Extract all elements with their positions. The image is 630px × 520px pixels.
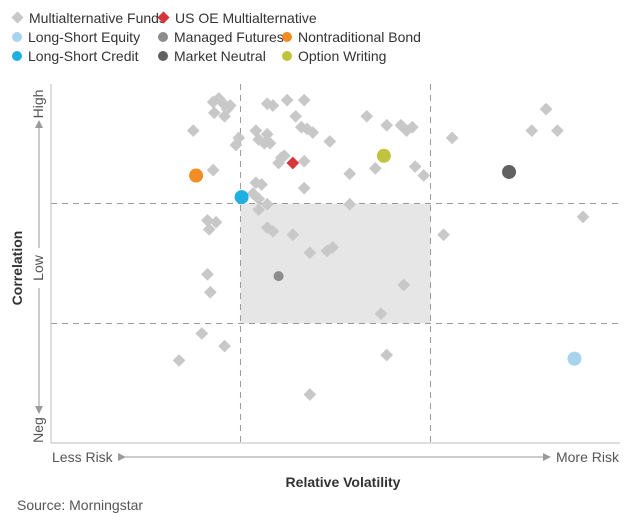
legend-item-managed-futures: Managed Futures — [158, 28, 284, 45]
point-multialternative-funds-diamond — [263, 136, 277, 150]
point-multialternative-funds-diamond — [201, 214, 214, 227]
point-multialternative-funds-diamond — [303, 388, 317, 401]
point-nontraditional-bond — [189, 168, 204, 183]
legend-row-1: Multialternative Funds US OE Multialtern… — [11, 8, 622, 27]
y-axis-title: Correlation — [9, 231, 25, 306]
point-multialternative-funds-diamond — [405, 120, 419, 134]
point-multialternative-funds-diamond — [368, 162, 382, 175]
y-tick-label-high: High — [30, 90, 46, 119]
legend-item-long-short-credit: Long-Short Credit — [12, 48, 158, 64]
legend-row-3: Long-Short Credit Market Neutral Option … — [12, 46, 622, 65]
legend-dot-icon — [12, 50, 22, 61]
legend-item-nontraditional-bond: Nontraditional Bond — [282, 29, 421, 45]
point-multialternative-funds-diamond — [551, 124, 564, 138]
legend-item-multialternative-funds: Multialternative Funds — [11, 10, 166, 26]
point-long-short-credit — [234, 190, 249, 205]
point-multialternative-funds-diamond — [343, 197, 357, 211]
point-multialternative-funds-diamond — [297, 181, 311, 195]
point-multialternative-funds-diamond — [202, 223, 216, 236]
point-multialternative-funds-diamond — [203, 285, 217, 299]
legend-label: Market Neutral — [174, 47, 266, 64]
point-multialternative-funds-diamond — [380, 348, 394, 362]
point-multialternative-funds-diamond — [266, 224, 280, 238]
point-market-neutral — [502, 164, 517, 179]
y-tick-label-neg: Neg — [30, 417, 46, 443]
point-multialternative-funds-diamond — [195, 327, 209, 340]
point-multialternative-funds-diamond — [323, 135, 337, 148]
legend-item-market-neutral: Market Neutral — [158, 48, 282, 64]
legend-dot-icon — [12, 31, 22, 42]
legend: Multialternative Funds US OE Multialtern… — [11, 8, 622, 65]
legend-item-option-writing: Option Writing — [282, 48, 386, 64]
point-multialternative-funds-diamond — [380, 118, 394, 132]
point-multialternative-funds-diamond — [272, 156, 285, 170]
point-multialternative-funds-diamond — [374, 307, 388, 321]
legend-label: Multialternative Funds — [29, 9, 166, 26]
highlight-region — [240, 203, 431, 324]
legend-item-us-oe-multialternative: US OE Multialternative — [157, 10, 317, 26]
legend-label: Managed Futures — [174, 28, 284, 45]
point-multialternative-funds-diamond — [437, 228, 450, 242]
point-multialternative-funds-diamond — [229, 138, 243, 152]
x-tick-label-more-risk: More Risk — [556, 449, 620, 465]
point-multialternative-funds-diamond — [303, 246, 317, 260]
point-multialternative-funds-diamond — [209, 215, 223, 229]
point-long-short-equity — [567, 351, 582, 366]
point-multialternative-funds-diamond — [201, 267, 214, 281]
legend-dot-icon — [282, 50, 292, 61]
point-option-writing — [376, 148, 391, 163]
source-note: Source: Morningstar — [17, 497, 144, 513]
legend-label: US OE Multialternative — [175, 9, 317, 26]
point-multialternative-funds-diamond — [186, 124, 200, 138]
point-multialternative-funds-diamond — [343, 167, 357, 181]
legend-dot-icon — [158, 50, 168, 61]
point-us-oe-multialternative-diamond — [286, 156, 300, 170]
point-multialternative-funds-diamond — [297, 93, 311, 107]
x-tick-label-less-risk: Less Risk — [52, 449, 114, 465]
legend-item-long-short-equity: Long-Short Equity — [12, 29, 158, 45]
point-multialternative-funds-diamond — [300, 122, 314, 136]
legend-label: Option Writing — [298, 47, 387, 64]
point-multialternative-funds-diamond — [417, 169, 431, 182]
point-multialternative-funds-diamond — [206, 163, 220, 177]
x-axis-title: Relative Volatility — [286, 474, 401, 490]
point-multialternative-funds-diamond — [576, 210, 590, 224]
point-multialternative-funds-diamond — [172, 354, 186, 367]
point-multialternative-funds-diamond — [207, 106, 221, 120]
point-multialternative-funds-diamond — [445, 131, 459, 145]
point-multialternative-funds-diamond — [326, 240, 340, 254]
point-multialternative-funds-diamond — [260, 197, 274, 211]
point-multialternative-funds-diamond — [286, 228, 300, 242]
point-multialternative-funds-diamond — [408, 160, 422, 173]
point-multialternative-funds-diamond — [525, 124, 539, 138]
point-multialternative-funds-diamond — [218, 109, 231, 123]
point-multialternative-funds-diamond — [252, 203, 266, 217]
point-multialternative-funds-diamond — [218, 339, 231, 353]
point-multialternative-funds-diamond — [297, 154, 311, 168]
legend-row-2: Long-Short Equity Managed Futures Nontra… — [12, 27, 622, 46]
legend-dot-icon — [282, 31, 292, 42]
point-multialternative-funds-diamond — [360, 109, 374, 123]
point-multialternative-funds-diamond — [255, 178, 268, 191]
legend-label: Long-Short Credit — [28, 47, 139, 64]
point-multialternative-funds-diamond — [397, 278, 411, 292]
point-multialternative-funds-diamond — [252, 192, 266, 206]
point-multialternative-funds-diamond — [539, 102, 553, 116]
y-tick-label-low: Low — [30, 254, 46, 281]
point-managed-futures — [273, 271, 284, 282]
legend-label: Long-Short Equity — [28, 28, 141, 45]
point-multialternative-funds-diamond — [280, 93, 294, 107]
point-multialternative-funds-diamond — [289, 109, 303, 123]
legend-dot-icon — [158, 31, 168, 42]
point-multialternative-funds-diamond — [266, 99, 280, 112]
legend-label: Nontraditional Bond — [298, 28, 421, 45]
